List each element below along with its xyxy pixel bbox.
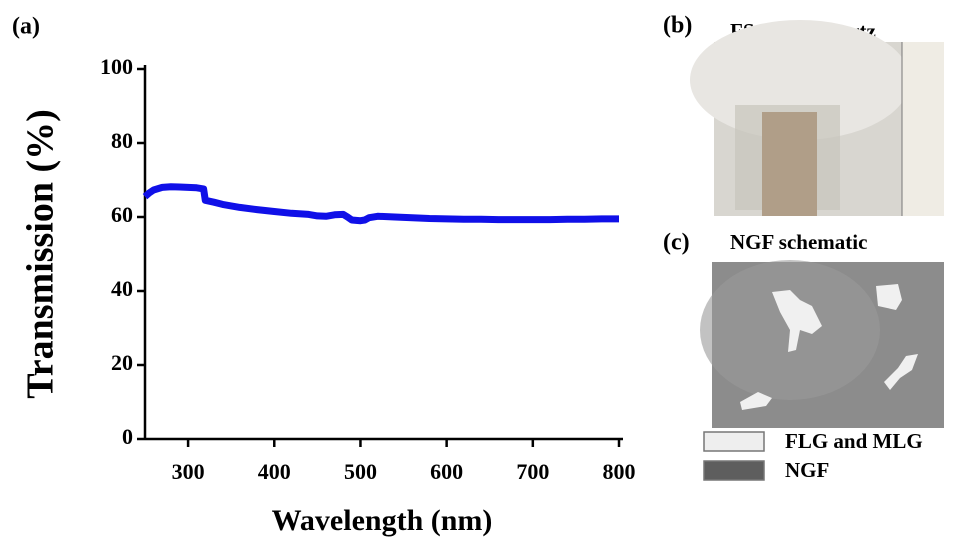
y-tick-label: 80	[111, 128, 133, 153]
sample-photo	[690, 20, 944, 216]
x-tick-label: 400	[258, 459, 291, 484]
data-line	[142, 183, 619, 225]
y-tick-label: 0	[122, 424, 133, 449]
plot-area: 0 20 40 60 80 100 300 400 500 600 700 800	[100, 54, 636, 484]
legend-swatch	[703, 460, 765, 481]
y-tick-label: 40	[111, 276, 133, 301]
legend: FLG and MLG NGF	[703, 429, 923, 482]
x-tick-label: 600	[430, 459, 463, 484]
x-tick-label: 800	[603, 459, 636, 484]
x-tick-label: 300	[172, 459, 205, 484]
y-tick-label: 100	[100, 54, 133, 79]
x-axis-title: Wavelength (nm)	[272, 504, 493, 537]
x-tick-label: 500	[344, 459, 377, 484]
panel-title: NGF schematic	[730, 230, 867, 254]
panel-label: (c)	[663, 230, 690, 256]
y-tick-label: 20	[111, 350, 133, 375]
legend-swatch	[703, 431, 765, 452]
x-tick-label: 700	[516, 459, 549, 484]
panel-label: (b)	[663, 13, 692, 39]
panel-label: (a)	[12, 14, 40, 40]
y-tick-label: 60	[111, 202, 133, 227]
schematic-image	[700, 260, 944, 428]
legend-label: FLG and MLG	[785, 429, 923, 453]
y-axis-title: Transmission (%)	[20, 109, 62, 399]
legend-label: NGF	[785, 458, 829, 482]
